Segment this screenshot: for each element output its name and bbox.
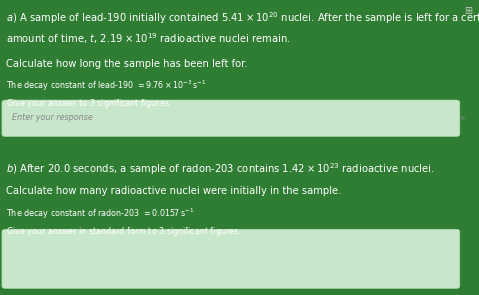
FancyBboxPatch shape — [2, 100, 460, 137]
Text: The decay constant of lead-190 $= 9.76 \times 10^{-3}\,\mathrm{s}^{-1}$: The decay constant of lead-190 $= 9.76 \… — [6, 78, 206, 93]
Text: Enter your response: Enter your response — [12, 114, 93, 122]
Text: amount of time, $t$, $2.19 \times 10^{19}$ radioactive nuclei remain.: amount of time, $t$, $2.19 \times 10^{19… — [6, 31, 291, 46]
Text: Give your answer to $3$ significant figures.: Give your answer to $3$ significant figu… — [6, 97, 171, 110]
Text: $b$) After $20.0$ seconds, a sample of radon-203 contains $1.42 \times 10^{23}$ : $b$) After $20.0$ seconds, a sample of r… — [6, 161, 434, 177]
Text: Calculate how long the sample has been left for.: Calculate how long the sample has been l… — [6, 59, 247, 69]
Text: The decay constant of radon-203 $= 0.0157\,\mathrm{s}^{-1}$: The decay constant of radon-203 $= 0.015… — [6, 207, 194, 222]
Text: ⊞: ⊞ — [464, 6, 472, 17]
Text: >: > — [458, 114, 465, 122]
Text: Calculate how many radioactive nuclei were initially in the sample.: Calculate how many radioactive nuclei we… — [6, 186, 341, 196]
Text: Give your answer in standard form to $3$ significant figures.: Give your answer in standard form to $3$… — [6, 225, 241, 238]
Text: $a$) A sample of lead-190 initially contained $5.41 \times 10^{20}$ nuclei. Afte: $a$) A sample of lead-190 initially cont… — [6, 10, 479, 26]
FancyBboxPatch shape — [2, 229, 460, 289]
